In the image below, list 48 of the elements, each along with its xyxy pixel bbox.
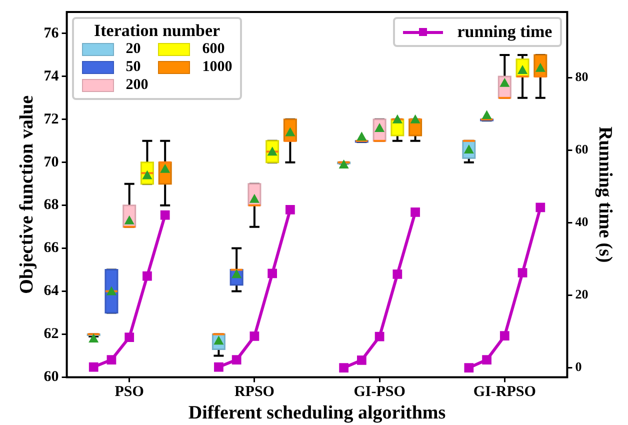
point xyxy=(339,363,348,372)
point xyxy=(410,208,420,217)
y-tick-label: 70 xyxy=(44,154,59,170)
y2-tick-label: 20 xyxy=(575,286,588,302)
y2-tick-label: 0 xyxy=(575,359,582,374)
point xyxy=(268,268,278,278)
legend-label: 200 xyxy=(126,77,148,94)
point xyxy=(464,363,474,372)
point xyxy=(286,204,295,214)
y2-tick-label: 40 xyxy=(575,214,588,230)
point xyxy=(232,355,242,364)
legend-label: 1000 xyxy=(202,59,232,76)
legend-label: running time xyxy=(457,22,552,42)
point xyxy=(250,332,260,341)
y2-axis-title: Running time (s) xyxy=(594,126,616,263)
y-tick-label: 68 xyxy=(44,197,59,214)
legend-label: 600 xyxy=(202,41,225,58)
point xyxy=(392,270,402,279)
x-tick-label: PSO xyxy=(114,384,144,400)
x-tick-label: GI-RPSO xyxy=(473,384,536,400)
legend-title: Iteration number xyxy=(93,21,222,41)
y-tick-label: 76 xyxy=(44,25,60,42)
y-tick-label: 62 xyxy=(44,326,59,342)
point xyxy=(142,271,152,281)
legend-label: 50 xyxy=(126,59,141,76)
legend-label: 20 xyxy=(126,41,141,58)
y2-tick-label: 60 xyxy=(575,142,588,157)
x-tick-label: RPSO xyxy=(234,384,274,400)
y-axis-title: Objective function value xyxy=(16,95,38,294)
y-tick-label: 64 xyxy=(44,283,60,300)
point xyxy=(214,362,224,372)
y-tick-label: 74 xyxy=(44,68,60,84)
y-tick-label: 66 xyxy=(44,240,60,256)
point xyxy=(374,332,384,342)
y-tick-label: 72 xyxy=(44,111,59,128)
point xyxy=(160,210,170,220)
x-axis-title: Different scheduling algorithms xyxy=(188,402,446,424)
point xyxy=(124,332,134,342)
point xyxy=(518,268,528,278)
point xyxy=(500,331,510,341)
y2-tick-label: 80 xyxy=(575,69,588,84)
point xyxy=(88,362,98,372)
y-tick-label: 60 xyxy=(44,369,59,386)
point xyxy=(106,355,116,364)
point xyxy=(356,355,366,365)
point xyxy=(482,355,492,364)
x-tick-label: GI-PSO xyxy=(354,384,406,400)
point xyxy=(536,202,546,212)
